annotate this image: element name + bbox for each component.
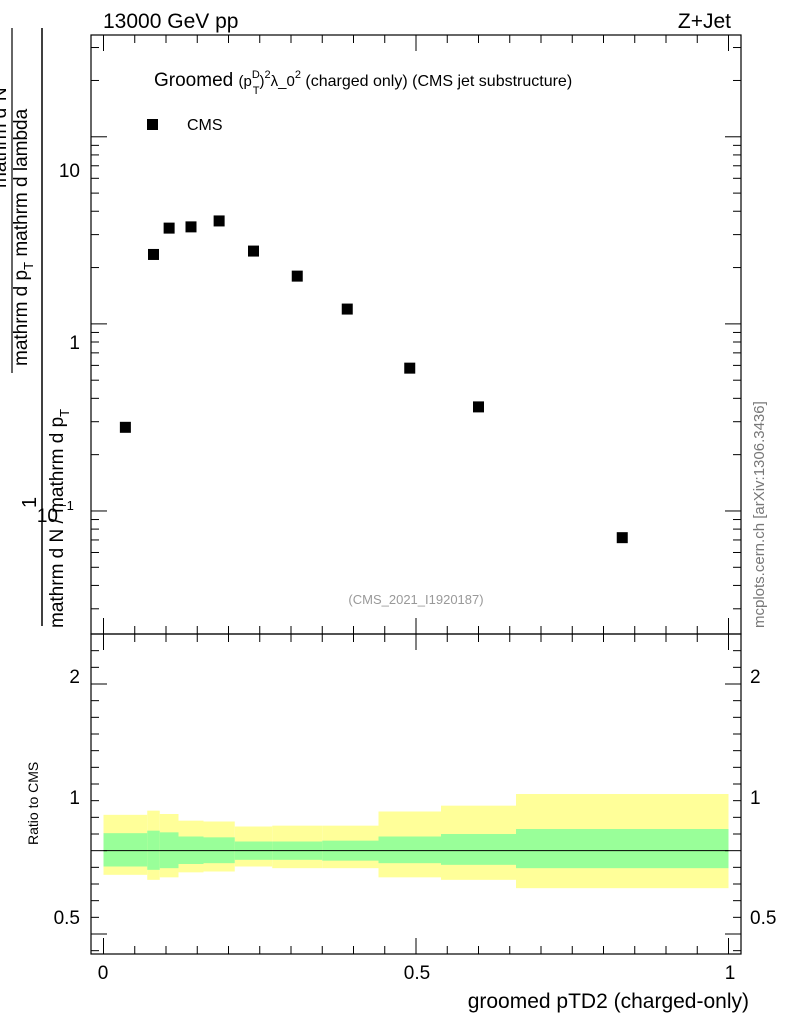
data-point bbox=[248, 245, 259, 257]
y-label-inner-top: mathrm d2N bbox=[0, 87, 11, 188]
legend-marker bbox=[147, 119, 158, 130]
main-y-axis-label: 1 mathrm d N / mathrm d pT mathrm d pT m… bbox=[0, 28, 72, 628]
y-tick-label-0.1-exp: −1 bbox=[59, 498, 74, 513]
ratio-y-tick-2-right: 2 bbox=[750, 667, 761, 688]
x-tick-label-1: 1 bbox=[725, 963, 736, 984]
x-axis-label: groomed pTD2 (charged-only) bbox=[468, 990, 749, 1013]
data-point bbox=[473, 401, 484, 413]
data-point bbox=[213, 215, 225, 227]
energy-label: 13000 GeV pp bbox=[103, 10, 238, 33]
y-tick-label-10: 10 bbox=[59, 161, 80, 182]
data-point bbox=[616, 532, 628, 544]
x-tick-label-0.5: 0.5 bbox=[404, 963, 430, 984]
y-label-numerator: 1 bbox=[19, 497, 41, 508]
ratio-y-axis-label: Ratio to CMS bbox=[25, 762, 41, 845]
y-tick-label-1: 1 bbox=[69, 333, 80, 354]
analysis-watermark: (CMS_2021_I1920187) bbox=[348, 592, 483, 607]
data-point bbox=[148, 248, 159, 260]
data-point bbox=[291, 270, 303, 282]
ratio-y-tick-1-left: 1 bbox=[69, 788, 80, 809]
ratio-inner-band bbox=[516, 829, 729, 869]
data-markers bbox=[119, 215, 628, 544]
ratio-y-tick-2-left: 2 bbox=[69, 667, 80, 688]
data-point bbox=[163, 222, 175, 234]
main-axis-ticks bbox=[91, 35, 741, 634]
side-label: mcplots.cern.ch [arXiv:1306.3436] bbox=[751, 401, 768, 628]
ratio-inner-band bbox=[378, 836, 441, 864]
ratio-y-tick-1-right: 1 bbox=[750, 788, 761, 809]
ratio-y-tick-0.5-left: 0.5 bbox=[54, 908, 80, 929]
legend-label: CMS bbox=[187, 117, 223, 134]
ratio-axis-ticks bbox=[91, 634, 741, 954]
ratio-bands bbox=[103, 794, 729, 889]
y-label-inner-bottom: mathrm d pT mathrm d lambda bbox=[11, 108, 36, 366]
y-label-denominator: mathrm d N / mathrm d pT bbox=[47, 409, 72, 628]
main-title: Groomed (pD T)2λ_02 (charged only) (CMS j… bbox=[154, 69, 572, 97]
data-point bbox=[119, 421, 131, 433]
data-point bbox=[185, 221, 197, 233]
process-label: Z+Jet bbox=[678, 10, 731, 33]
x-tick-label-0: 0 bbox=[98, 963, 109, 984]
ratio-y-tick-0.5-right: 0.5 bbox=[750, 908, 776, 929]
ratio-inner-band bbox=[441, 834, 516, 865]
ratio-inner-band bbox=[103, 833, 148, 867]
data-point bbox=[341, 303, 353, 315]
data-point bbox=[404, 362, 416, 374]
